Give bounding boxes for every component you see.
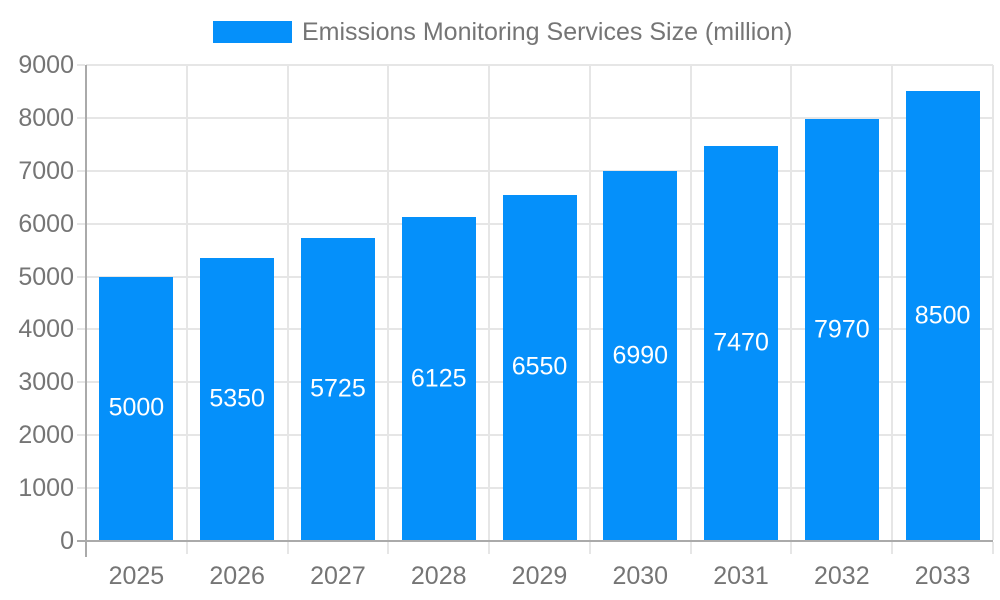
bar-value-label: 6125 bbox=[410, 364, 467, 393]
x-tick-label: 2027 bbox=[310, 562, 366, 590]
gridline-horizontal bbox=[86, 169, 993, 172]
y-tick-label: 0 bbox=[60, 527, 74, 555]
gridline-vertical bbox=[588, 65, 591, 540]
legend-swatch bbox=[213, 21, 292, 43]
y-axis-tick bbox=[77, 169, 85, 172]
y-axis-tick bbox=[77, 116, 85, 119]
gridline-vertical bbox=[286, 65, 289, 540]
bar-value-label: 6990 bbox=[612, 341, 669, 370]
gridline-vertical bbox=[992, 65, 994, 540]
gridline-vertical bbox=[689, 65, 692, 540]
x-axis-tick bbox=[891, 542, 894, 554]
gridline-vertical bbox=[488, 65, 491, 540]
x-tick-label: 2031 bbox=[713, 562, 769, 590]
bar[interactable]: 6550 bbox=[502, 194, 577, 540]
y-tick-label: 7000 bbox=[18, 156, 74, 185]
gridline-horizontal bbox=[86, 64, 993, 66]
y-axis-tick bbox=[77, 434, 85, 437]
x-axis-tick bbox=[185, 542, 188, 554]
bar-value-label: 6550 bbox=[511, 352, 568, 381]
bar-value-label: 7470 bbox=[713, 328, 769, 357]
x-axis-tick bbox=[790, 542, 793, 554]
y-axis-tick bbox=[77, 381, 85, 384]
bar-value-label: 5725 bbox=[310, 374, 366, 403]
bar[interactable]: 6125 bbox=[401, 217, 476, 540]
bar[interactable]: 7970 bbox=[804, 119, 879, 540]
gridline-vertical bbox=[790, 65, 793, 540]
bar-value-label: 5000 bbox=[108, 393, 165, 422]
bar[interactable]: 8500 bbox=[905, 91, 980, 540]
x-axis-line bbox=[77, 540, 993, 542]
y-axis-tick bbox=[77, 222, 85, 225]
x-tick-label: 2030 bbox=[612, 562, 669, 590]
x-tick-label: 2028 bbox=[410, 562, 467, 590]
legend-item[interactable]: Emissions Monitoring Services Size (mill… bbox=[213, 18, 793, 46]
y-tick-label: 9000 bbox=[18, 51, 74, 79]
x-tick-label: 2032 bbox=[814, 562, 870, 590]
x-tick-label: 2033 bbox=[914, 562, 971, 590]
x-tick-label: 2025 bbox=[108, 562, 165, 590]
y-tick-label: 8000 bbox=[18, 103, 74, 132]
bar-value-label: 5350 bbox=[209, 384, 265, 413]
gridline-vertical bbox=[185, 65, 188, 540]
x-axis-tick bbox=[286, 542, 289, 554]
y-axis-line bbox=[85, 65, 87, 557]
x-axis-tick bbox=[387, 542, 390, 554]
bar[interactable]: 5000 bbox=[99, 276, 174, 540]
y-tick-label: 6000 bbox=[18, 209, 74, 238]
bar[interactable]: 5725 bbox=[300, 238, 375, 540]
bar-value-label: 8500 bbox=[914, 301, 971, 330]
gridline-vertical bbox=[891, 65, 894, 540]
y-axis-tick bbox=[77, 487, 85, 490]
bar[interactable]: 6990 bbox=[603, 171, 678, 540]
bar-value-label: 7970 bbox=[814, 315, 870, 344]
x-axis-tick bbox=[992, 542, 994, 554]
bar[interactable]: 7470 bbox=[704, 145, 779, 540]
gridline-vertical bbox=[387, 65, 390, 540]
legend-label: Emissions Monitoring Services Size (mill… bbox=[302, 18, 793, 46]
y-tick-label: 3000 bbox=[18, 368, 74, 397]
y-tick-label: 5000 bbox=[18, 262, 74, 291]
y-axis-tick bbox=[77, 275, 85, 278]
y-axis-tick bbox=[77, 328, 85, 331]
y-tick-label: 1000 bbox=[18, 474, 74, 503]
y-axis-tick bbox=[77, 64, 85, 66]
gridline-horizontal bbox=[86, 116, 993, 119]
x-axis-tick bbox=[488, 542, 491, 554]
x-tick-label: 2029 bbox=[511, 562, 568, 590]
y-tick-label: 2000 bbox=[18, 421, 74, 450]
x-axis-tick bbox=[689, 542, 692, 554]
bar[interactable]: 5350 bbox=[200, 258, 275, 540]
x-tick-label: 2026 bbox=[209, 562, 265, 590]
y-tick-label: 4000 bbox=[18, 315, 74, 344]
x-axis-tick bbox=[588, 542, 591, 554]
